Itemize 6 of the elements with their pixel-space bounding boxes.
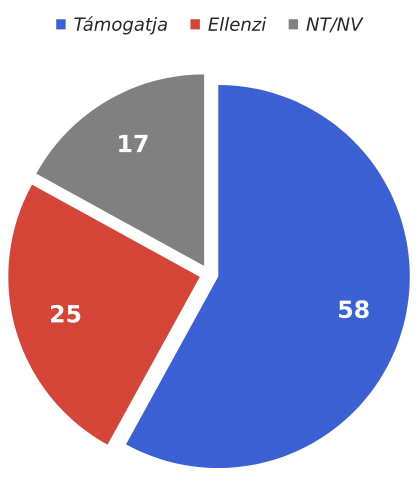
data-label: 25 — [50, 304, 80, 323]
legend-label: NT/NV — [306, 18, 364, 32]
legend-label: Támogatja — [74, 16, 167, 34]
legend-label: Ellenzi — [208, 16, 266, 31]
data-label: 17 — [119, 134, 148, 152]
data-label: 58 — [339, 300, 369, 318]
